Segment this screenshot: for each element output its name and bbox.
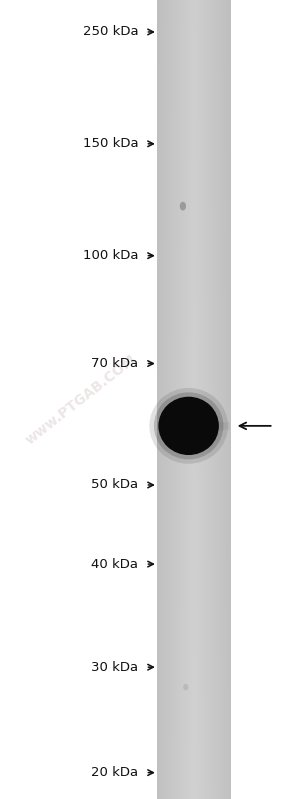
Text: 30 kDa: 30 kDa (91, 661, 138, 674)
Text: www.PTGAB.COM: www.PTGAB.COM (22, 352, 139, 447)
Text: 20 kDa: 20 kDa (91, 766, 138, 779)
Ellipse shape (149, 388, 228, 463)
Text: 100 kDa: 100 kDa (83, 249, 138, 262)
Text: 70 kDa: 70 kDa (91, 357, 138, 370)
FancyBboxPatch shape (157, 422, 230, 430)
Text: 50 kDa: 50 kDa (91, 479, 138, 491)
Ellipse shape (180, 202, 186, 211)
Text: 150 kDa: 150 kDa (83, 137, 138, 150)
Text: 40 kDa: 40 kDa (91, 558, 138, 570)
Ellipse shape (183, 684, 188, 690)
Text: 250 kDa: 250 kDa (83, 26, 138, 38)
Ellipse shape (158, 396, 219, 455)
Ellipse shape (154, 392, 223, 459)
